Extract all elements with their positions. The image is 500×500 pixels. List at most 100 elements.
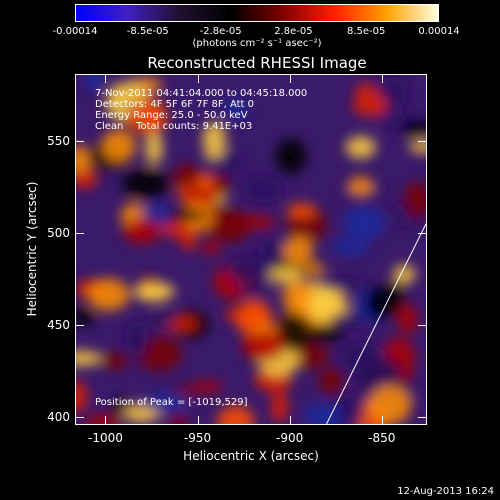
colorbar (75, 4, 439, 22)
image-texture-blob (76, 380, 88, 413)
image-frame: 7-Nov-2011 04:41:04.000 to 04:45:18.000 … (75, 74, 427, 425)
y-axis-label: Heliocentric Y (arcsec) (25, 181, 39, 317)
colorbar-tick-label: -2.8e-05 (199, 26, 242, 37)
image-texture-blob (400, 120, 426, 136)
image-texture-blob (216, 405, 255, 424)
image-texture-blob (110, 399, 129, 414)
image-texture-blob (304, 403, 343, 424)
image-texture-blob (76, 307, 95, 326)
image-texture-blob (242, 330, 285, 362)
image-texture-blob (76, 350, 102, 367)
colorbar-tick-label: -8.5e-05 (126, 26, 169, 37)
x-tick-mark (381, 75, 383, 83)
y-tick-mark (418, 141, 426, 143)
image-texture-blob (339, 343, 387, 375)
image-texture-blob (347, 176, 374, 196)
y-tick-label: 500 (47, 225, 70, 240)
image-texture-blob (212, 172, 229, 197)
colorbar-tick-label: 2.8e-05 (274, 26, 313, 37)
image-texture-blob (85, 75, 103, 93)
image-texture-blob (303, 323, 345, 342)
image-texture-blob (100, 352, 130, 370)
image-texture-blob (408, 140, 426, 154)
annotation-counts: Clean Total counts: 9.41E+03 (95, 121, 253, 132)
image-texture-blob (173, 164, 201, 189)
image-texture-blob (223, 99, 249, 120)
colorbar-tick-label: 0.00014 (418, 26, 460, 37)
image-texture-blob (191, 381, 223, 394)
image-texture-blob (181, 187, 219, 204)
y-tick-mark (418, 324, 426, 326)
y-tick-mark (76, 141, 84, 143)
x-axis-label: Heliocentric X (arcsec) (183, 449, 319, 463)
image-texture-blob (368, 385, 412, 424)
x-tick-mark (105, 75, 107, 83)
solar-limb-line (326, 223, 426, 424)
x-tick-mark (289, 75, 291, 83)
image-texture-blob (137, 288, 168, 302)
image-texture-blob (121, 168, 170, 199)
image-texture-blob (148, 310, 175, 331)
image-texture-blob (122, 217, 161, 245)
image-texture-blob (320, 278, 366, 292)
image-texture-blob (365, 286, 391, 320)
image-texture-blob (202, 121, 226, 160)
x-tick-label: -900 (276, 431, 304, 445)
image-texture-blob (343, 207, 385, 240)
y-tick-label: 550 (47, 134, 70, 149)
peak-marker (287, 155, 293, 161)
colorbar-unit-label: (photons cm⁻² s⁻¹ asec⁻²) (192, 38, 322, 49)
heatmap-image (76, 75, 426, 424)
image-texture-blob (226, 256, 274, 283)
annotation-detectors: Detectors: 4F 5F 6F 7F 8F, Att 0 (95, 99, 255, 110)
image-texture-blob (283, 236, 314, 266)
image-texture-blob (287, 203, 316, 219)
image-texture-blob (387, 278, 404, 316)
image-texture-blob (202, 240, 221, 255)
plot-title: Reconstructed RHESSI Image (147, 54, 367, 72)
image-texture-blob (242, 176, 283, 204)
x-tick-mark (197, 75, 199, 83)
annotation-energy: Energy Range: 25.0 - 50.0 keV (95, 110, 248, 121)
x-tick-label: -850 (368, 431, 396, 445)
x-tick-label: -950 (183, 431, 212, 445)
image-texture-blob (282, 280, 315, 313)
image-texture-blob (318, 367, 344, 396)
x-tick-mark (105, 416, 107, 424)
colorbar-tick-label: -0.00014 (52, 26, 98, 37)
image-texture-blob (237, 282, 276, 296)
image-texture-blob (87, 278, 130, 311)
image-texture-blob (76, 169, 98, 189)
peak-position-label: Position of Peak = [-1019,529] (95, 397, 248, 408)
y-tick-mark (418, 232, 426, 234)
image-texture-blob (144, 393, 191, 414)
annotation-time: 7-Nov-2011 04:41:04.000 to 04:45:18.000 (95, 88, 308, 99)
image-texture-blob (330, 312, 366, 328)
x-tick-label: -1000 (88, 431, 123, 445)
image-texture-blob (76, 145, 92, 179)
x-tick-mark (381, 416, 383, 424)
image-texture-blob (124, 320, 149, 357)
image-texture-blob (112, 81, 149, 106)
image-texture-blob (166, 209, 209, 222)
y-tick-mark (76, 416, 84, 418)
image-texture-blob (397, 304, 418, 335)
image-texture-blob (215, 208, 250, 243)
image-texture-blob (345, 135, 377, 159)
image-texture-blob (403, 181, 426, 219)
image-texture-blob (268, 266, 304, 284)
y-tick-mark (418, 416, 426, 418)
y-tick-mark (76, 232, 84, 234)
image-texture-blob (331, 239, 370, 255)
image-texture-blob (271, 390, 289, 424)
datestamp: 12-Aug-2013 16:24 (397, 486, 494, 497)
image-texture-blob (277, 312, 312, 352)
y-tick-mark (76, 324, 84, 326)
y-tick-label: 400 (47, 409, 70, 424)
image-texture-blob (136, 336, 183, 371)
x-tick-mark (197, 416, 199, 424)
y-tick-label: 450 (47, 317, 70, 332)
image-texture-blob (168, 411, 188, 424)
colorbar-tick-label: 8.5e-05 (346, 26, 386, 37)
image-texture-blob (130, 98, 168, 135)
